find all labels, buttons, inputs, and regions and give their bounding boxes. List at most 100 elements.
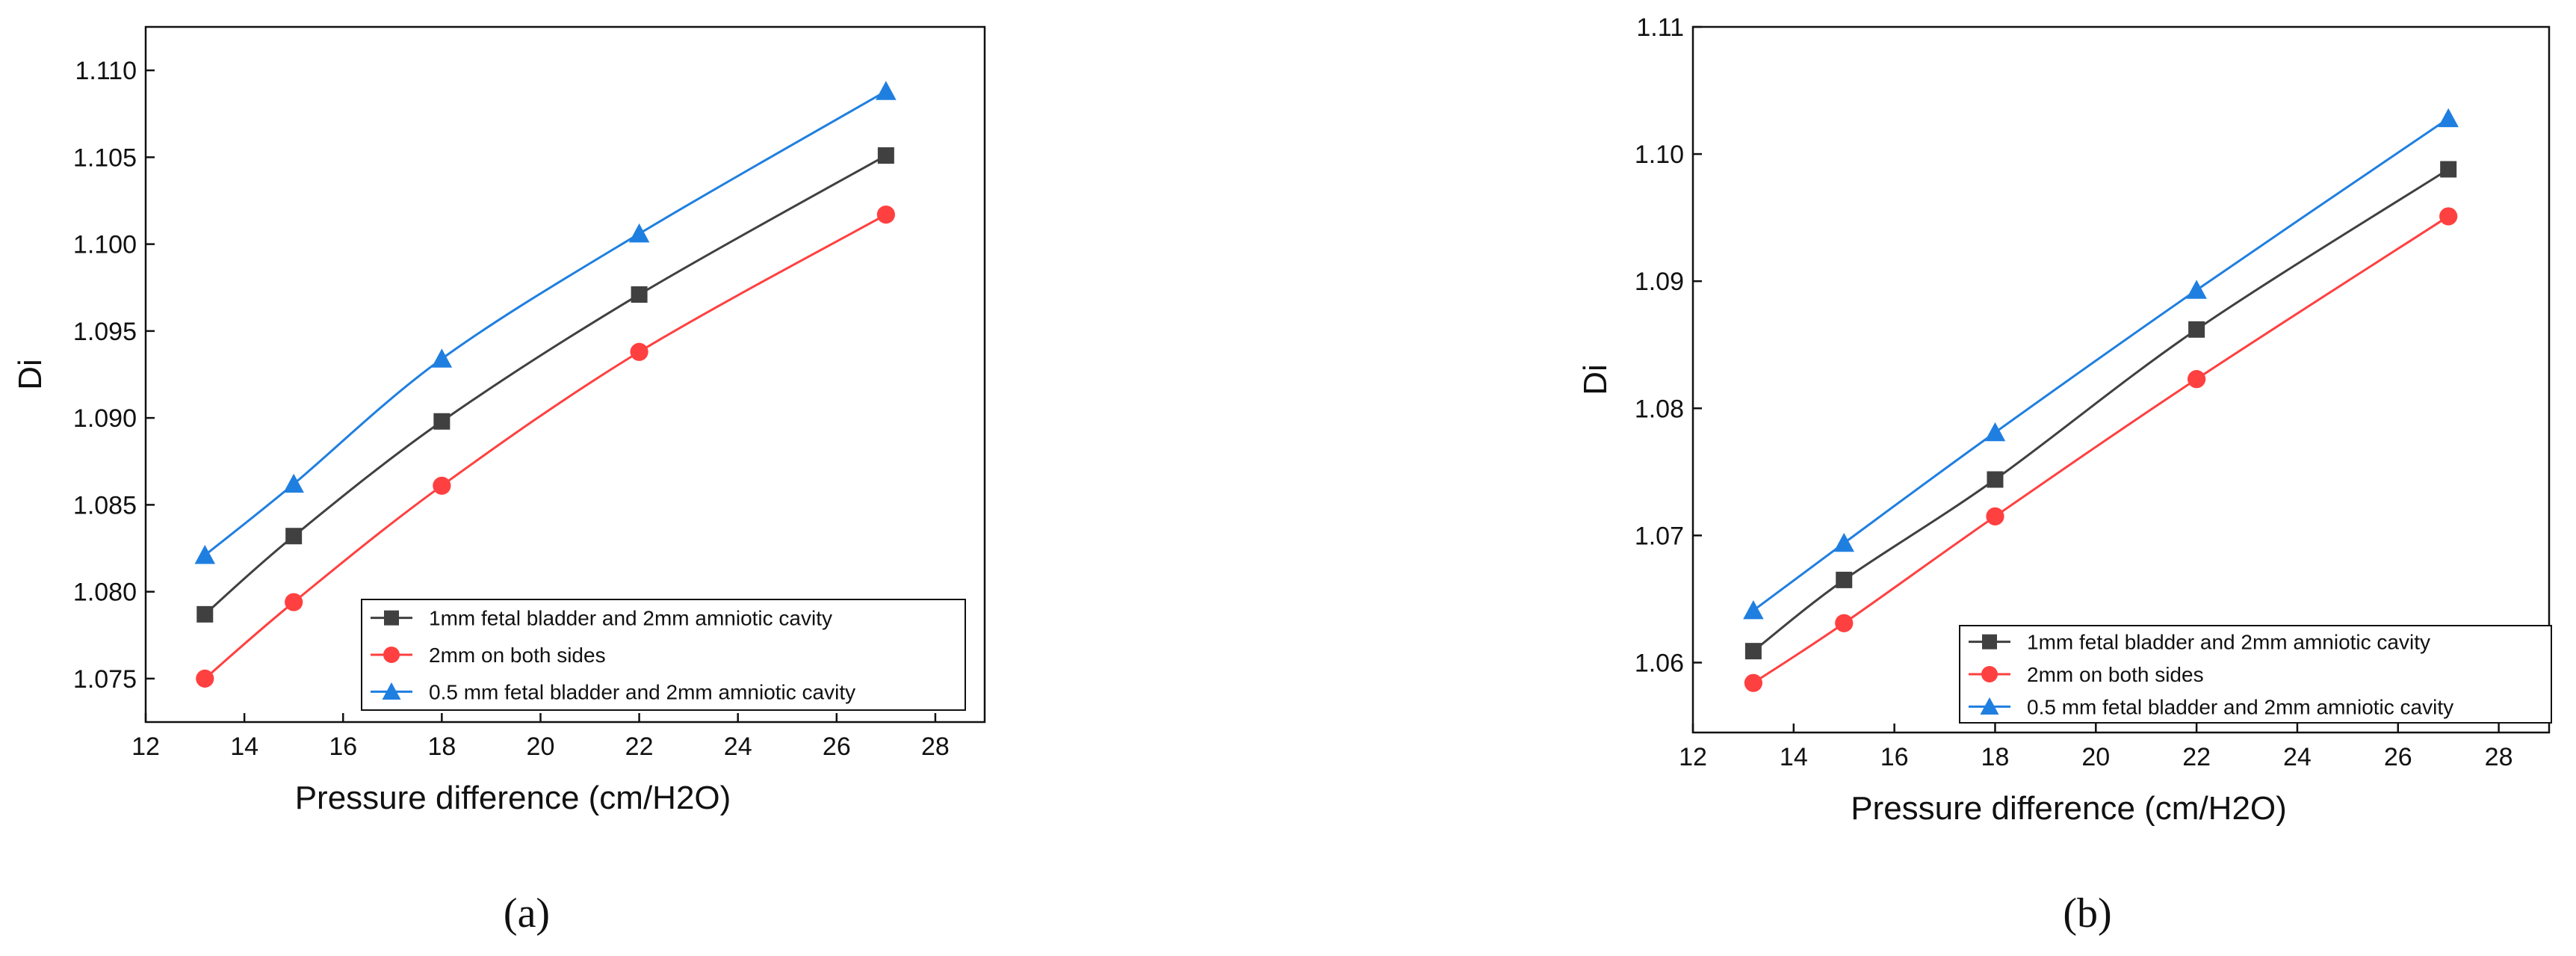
y-tick-label: 1.11: [1636, 13, 1684, 42]
legend-marker: [1982, 634, 1997, 650]
series-0: [196, 147, 894, 623]
x-tick-label: 22: [2182, 743, 2211, 771]
x-tick-label: 26: [2384, 743, 2412, 771]
y-tick-label: 1.110: [75, 57, 137, 85]
x-tick-label: 26: [823, 733, 851, 761]
series-1: [196, 206, 895, 688]
data-point: [631, 286, 648, 303]
data-point: [433, 413, 451, 430]
series-line: [204, 213, 887, 680]
data-point: [1833, 532, 1854, 552]
x-axis-title: Pressure difference (cm/H2O): [295, 780, 731, 816]
data-point: [1835, 614, 1854, 632]
y-tick-label: 1.09: [1635, 268, 1684, 296]
legend-marker: [1980, 697, 1999, 715]
plot-frame: [1691, 25, 2551, 734]
legend-entry: 1mm fetal bladder and 2mm amniotic cavit…: [429, 607, 832, 630]
data-point: [2186, 280, 2207, 299]
y-tick-label: 1.095: [73, 318, 137, 346]
legend-marker: [382, 682, 401, 700]
series-line: [204, 154, 887, 615]
y-tick-label: 1.085: [73, 491, 137, 519]
data-point: [1986, 507, 2004, 525]
panel-caption: (b): [2063, 890, 2111, 937]
y-tick-label: 1.090: [73, 404, 137, 433]
data-point: [285, 528, 303, 545]
data-point: [2188, 321, 2205, 338]
plot-frame: [144, 25, 986, 724]
x-tick-label: 12: [1679, 743, 1707, 771]
panel-caption: (a): [504, 890, 550, 937]
legend-box: [361, 599, 966, 711]
x-tick-label: 28: [921, 733, 950, 761]
data-point: [2440, 161, 2457, 178]
legend-entry: 2mm on both sides: [429, 644, 606, 667]
legend-entry: 0.5 mm fetal bladder and 2mm amniotic ca…: [2027, 695, 2453, 718]
series-1: [1744, 207, 2458, 692]
x-tick-label: 18: [1981, 743, 2010, 771]
data-point: [196, 669, 214, 688]
data-point: [431, 348, 453, 368]
data-point: [1987, 471, 2004, 488]
y-axis-title: Di: [1577, 364, 1614, 395]
y-tick-label: 1.06: [1635, 649, 1684, 677]
legend-entry: 1mm fetal bladder and 2mm amniotic cavit…: [2027, 631, 2430, 654]
data-point: [1744, 673, 1762, 692]
data-point: [196, 605, 214, 623]
x-tick-label: 22: [625, 733, 654, 761]
chart-b: 12 14 16 18 20 22 24 26 28 1.06 1.07 1.08 1.09 1.10 1.…: [1577, 13, 2552, 937]
series-2: [1743, 108, 2459, 620]
data-point: [1744, 643, 1762, 660]
series-line: [204, 90, 887, 556]
x-tick-label: 16: [1880, 743, 1909, 771]
series-line: [1752, 168, 2449, 653]
data-point: [2188, 370, 2206, 389]
legend: 1mm fetal bladder and 2mm amniotic cavit…: [1959, 625, 2552, 724]
data-point: [194, 545, 216, 564]
series-2: [194, 81, 897, 564]
data-point: [2439, 207, 2458, 226]
x-tick-label: 20: [2081, 743, 2110, 771]
legend-marker: [383, 647, 400, 663]
x-tick-label: 24: [2283, 743, 2312, 771]
data-point: [876, 206, 895, 224]
data-point: [285, 593, 303, 611]
data-point: [283, 473, 304, 493]
x-tick-label: 18: [427, 733, 456, 761]
data-point: [1836, 571, 1853, 588]
y-tick-label: 1.10: [1635, 141, 1684, 169]
legend-marker: [1981, 666, 1998, 682]
series-0: [1744, 161, 2457, 660]
data-point: [1984, 422, 2006, 442]
y-tick-label: 1.080: [73, 579, 137, 607]
x-tick-label: 28: [2485, 743, 2513, 771]
series-line: [1753, 215, 2449, 684]
data-point: [877, 147, 894, 164]
y-tick-label: 1.075: [73, 665, 137, 694]
y-tick-label: 1.100: [73, 231, 137, 259]
x-tick-label: 14: [1780, 743, 1808, 771]
data-point: [2438, 108, 2459, 128]
y-tick-label: 1.105: [73, 144, 137, 172]
legend: 1mm fetal bladder and 2mm amniotic cavit…: [361, 599, 966, 711]
y-tick-label: 1.07: [1635, 522, 1684, 550]
y-tick-label: 1.08: [1635, 395, 1684, 423]
data-point: [630, 342, 648, 361]
data-point: [433, 476, 451, 495]
x-tick-label: 16: [329, 733, 357, 761]
legend-entry: 2mm on both sides: [2027, 663, 2204, 686]
chart-a: 12 14 16 18 20 22 24 26 28 1.075 1.080 1.085 1.090 1.…: [12, 25, 986, 937]
legend-marker: [384, 610, 399, 626]
data-point: [628, 223, 650, 243]
x-tick-label: 14: [230, 733, 258, 761]
x-axis-title: Pressure difference (cm/H2O): [1851, 790, 2287, 827]
legend-entry: 0.5 mm fetal bladder and 2mm amniotic ca…: [429, 680, 855, 703]
data-point: [876, 81, 897, 100]
y-axis-title: Di: [12, 359, 49, 390]
series-line: [1752, 117, 2450, 611]
x-tick-label: 24: [724, 733, 752, 761]
x-tick-label: 20: [527, 733, 555, 761]
x-tick-label: 12: [131, 733, 160, 761]
legend-box: [1959, 625, 2552, 724]
